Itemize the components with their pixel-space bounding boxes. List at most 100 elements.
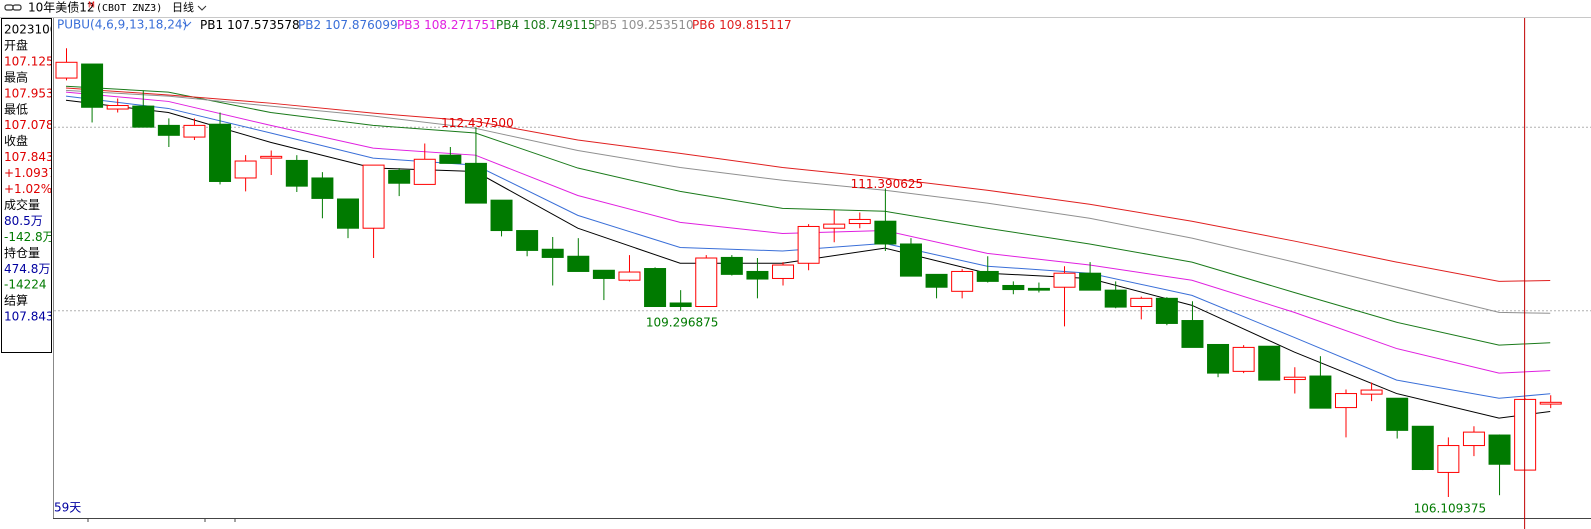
candle-body — [1155, 297, 1178, 324]
legend-entry[interactable]: PB3 108.271751 — [397, 18, 497, 32]
info-row: 20231009 — [4, 23, 65, 37]
legend-name: PB2 — [298, 18, 321, 32]
indicator-name[interactable]: PUBU(4,6,9,13,18,24) — [57, 18, 187, 32]
indicator-line — [65, 99, 1551, 419]
legend-name: PB1 — [200, 18, 223, 32]
legend-value: 107.876099 — [325, 18, 398, 32]
x-axis-ticks — [87, 519, 236, 522]
link-icon[interactable] — [4, 4, 22, 11]
candle-body — [823, 223, 846, 229]
indicator-chevron[interactable] — [182, 21, 192, 27]
legend-value: 109.253510 — [621, 18, 694, 32]
info-row: 107.843 — [4, 150, 54, 164]
period-chevron[interactable] — [197, 5, 207, 11]
period-count: 59天 — [54, 501, 81, 515]
legend-name: PB5 — [594, 18, 617, 32]
candle-body — [848, 218, 871, 225]
candle-body — [234, 160, 257, 179]
info-row: 107.078 — [4, 118, 54, 132]
legend-entry[interactable]: PB4 108.749115 — [496, 18, 596, 32]
candle-body — [1027, 287, 1050, 291]
legend-value: 108.749115 — [523, 18, 596, 32]
candle-body — [541, 248, 564, 258]
candle-body — [1283, 376, 1306, 381]
info-row: -142.8万 — [4, 230, 55, 244]
candle-body — [81, 63, 104, 108]
candle-body — [772, 264, 795, 279]
candle-body — [362, 164, 385, 229]
candle-body — [157, 124, 180, 136]
candle-body — [797, 225, 820, 264]
candle-body — [1437, 445, 1460, 473]
candle-body — [592, 269, 615, 279]
candle-body — [1258, 345, 1281, 381]
symbol-code: (CBOT ZNZ3) — [96, 3, 162, 14]
candle-body — [644, 268, 667, 308]
annotation: 111.390625 — [851, 177, 924, 191]
info-panel-frame — [1, 18, 52, 353]
candle-body — [951, 270, 974, 292]
legend-entry[interactable]: PB2 107.876099 — [298, 18, 398, 32]
candle-body — [413, 158, 436, 185]
candle-body — [516, 230, 539, 251]
symbol-sup: M — [88, 1, 95, 10]
annotation: 109.296875 — [646, 315, 719, 329]
legend-value: 107.573578 — [227, 18, 300, 32]
candle-body — [874, 220, 897, 245]
info-row: 收盘 — [4, 133, 28, 148]
candle-body — [976, 270, 999, 282]
legend-name: PB3 — [397, 18, 420, 32]
candle-body — [183, 124, 206, 138]
candle-body — [464, 162, 487, 204]
info-row: 最低 — [4, 102, 28, 116]
info-row: 474.8万 — [4, 262, 50, 276]
candle-body — [1462, 431, 1485, 447]
symbol-name[interactable]: 10年美债12 — [28, 1, 95, 15]
info-row: 107.125 — [4, 54, 54, 68]
legend-name: PB4 — [496, 18, 519, 32]
candle-body — [899, 243, 922, 277]
indicator-line — [65, 95, 1551, 399]
candle-body — [1130, 297, 1153, 308]
candle-body — [1488, 434, 1511, 465]
candle-body — [1335, 393, 1357, 409]
candle-body — [669, 302, 692, 308]
candle-body — [1053, 272, 1076, 288]
candle-body — [311, 177, 334, 199]
candle-body — [1207, 343, 1230, 374]
legend-entry[interactable]: PB1 107.573578 — [200, 18, 300, 32]
legend-value: 108.271751 — [424, 18, 497, 32]
candle-body — [1309, 375, 1332, 409]
candle-body — [490, 199, 513, 232]
toolbar-bg — [0, 0, 1591, 17]
candle-body — [1411, 425, 1434, 471]
candle-body — [55, 61, 78, 79]
info-row: 持仓量 — [4, 245, 40, 260]
annotation: 112.437500 — [441, 116, 514, 130]
link-icon-right — [12, 4, 22, 11]
indicator-lines — [65, 85, 1551, 419]
candle-body — [132, 105, 155, 128]
candle-body — [1386, 397, 1409, 431]
info-row: 107.843 — [4, 310, 54, 324]
period[interactable]: 日线 — [172, 0, 194, 14]
info-row: +1.0937 — [4, 166, 56, 180]
legend-entry[interactable]: PB6 109.815117 — [692, 18, 792, 32]
indicator-line — [65, 89, 1551, 314]
info-row: 开盘 — [4, 37, 28, 52]
toolbar: 10年美债12 M (CBOT ZNZ3) 日线 — [0, 0, 1591, 18]
info-row: +1.02% — [4, 182, 52, 196]
candle-body — [1002, 284, 1025, 291]
candle-body — [106, 105, 129, 110]
info-row: 结算 — [4, 293, 28, 308]
candle-body — [260, 155, 283, 159]
info-row: 最高 — [4, 69, 28, 84]
candle-body — [1181, 320, 1204, 348]
legend-entry[interactable]: PB5 109.253510 — [594, 18, 694, 32]
info-row: 107.953 — [4, 86, 54, 100]
